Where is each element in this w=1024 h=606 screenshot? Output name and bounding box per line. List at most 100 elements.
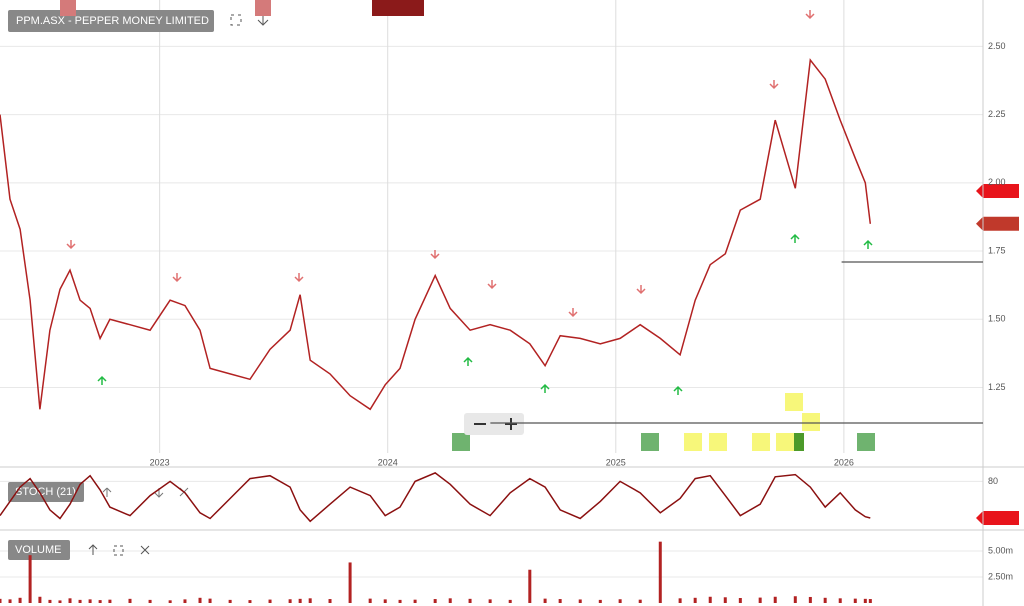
x-tick-label: 2023 [150,457,170,467]
event-flag[interactable] [857,433,875,451]
top-toolbar: PPM.ASX - PEPPER MONEY LIMITED [8,0,424,32]
note-icon[interactable] [709,433,727,451]
fullscreen-icon[interactable] [113,545,124,556]
x-tick-label: 2025 [606,457,626,467]
panel-icons[interactable] [88,544,150,555]
buy-arrow [97,375,107,385]
volume-bar [508,599,512,603]
buy-arrow [540,383,550,393]
volume-bar [413,599,417,603]
volume-bar [208,598,212,603]
note-icon[interactable] [776,433,794,451]
price-tag [976,216,1019,231]
note-icon[interactable] [752,433,770,451]
volume-bar [148,599,152,603]
panel-icons[interactable] [102,487,189,498]
volume-bar [868,599,872,603]
y-tick-label: 2.50 [988,41,1006,51]
volume-bar [658,541,662,603]
note-icon[interactable] [802,413,820,431]
volume-bar [308,598,312,603]
zoom-buttons[interactable] [474,418,517,430]
volume-bar [328,599,332,603]
y-tick-label: 1.50 [988,314,1006,324]
volume-bar [723,597,727,603]
volume-bar [198,597,202,603]
volume-bar [448,598,452,603]
volume-bar [168,600,172,603]
volume-bar [248,600,252,603]
volume-bar [598,599,602,603]
volume-bar [68,598,72,603]
price-tag [976,184,1019,199]
y-tick-label: 80 [988,476,998,486]
volume-bar [738,598,742,603]
sell-arrow [636,285,646,295]
volume-toolbar: VOLUME [8,540,150,560]
volume-bar [558,599,562,603]
volume-bar [853,598,857,603]
event-flag[interactable] [60,0,76,16]
volume-bar [268,599,272,603]
note-icon[interactable] [684,433,702,451]
y-tick-label: 2.50m [988,571,1013,581]
event-flag[interactable] [452,433,470,451]
signal-arrows [66,10,873,395]
volume-bar [368,598,372,603]
volume-bar [693,597,697,603]
volume-bar [678,598,682,603]
title-box [8,10,214,32]
volume-bar [433,599,437,603]
sell-arrow [769,80,779,90]
volume-bar [793,596,797,603]
volume-bar [48,599,52,603]
volume-bar [108,599,112,603]
sell-arrow [568,308,578,318]
volume-bar [578,599,582,603]
volume-bar [18,597,22,603]
volume-bar [58,600,62,603]
volume-bar [78,599,82,603]
volume-bar [638,599,642,603]
panel-title: STOCH (21) [15,486,76,498]
stoch-toolbar: STOCH (21) [8,482,189,502]
event-flag[interactable] [255,0,271,16]
volume-bar [383,599,387,603]
zoom-box [464,413,524,435]
title-box [8,540,70,560]
buy-arrow [863,239,873,249]
volume-bar [838,598,842,603]
volume-bar [543,598,547,603]
volume-bar [773,596,777,603]
note-icon[interactable] [785,393,803,411]
x-tick-label: 2026 [834,457,854,467]
buy-arrow [673,385,683,395]
buy-arrow [463,356,473,366]
volume-bar [758,597,762,603]
sell-arrow [294,273,304,283]
volume-bar [823,597,827,603]
event-flag[interactable] [641,433,659,451]
panel-title: VOLUME [15,544,61,556]
event-flag[interactable] [372,0,424,16]
buy-arrow [790,233,800,243]
zoom-control [464,413,524,435]
volume-bar [808,596,812,603]
volume-bar [8,599,12,603]
volume-bar [128,598,132,603]
chart-title: PPM.ASX - PEPPER MONEY LIMITED [16,15,209,27]
sell-arrow [430,250,440,260]
sell-arrow [172,273,182,283]
volume-bar [0,598,2,603]
sell-arrow [805,10,815,20]
fullscreen-icon[interactable] [230,14,242,26]
volume-bar [98,600,102,603]
volume-bar [708,596,712,603]
volume-bar [288,599,292,603]
plot-layer [0,58,983,603]
volume-bar [298,598,302,603]
volume-bar [528,569,532,603]
volume-bar [398,599,402,603]
volume-bar [488,599,492,603]
